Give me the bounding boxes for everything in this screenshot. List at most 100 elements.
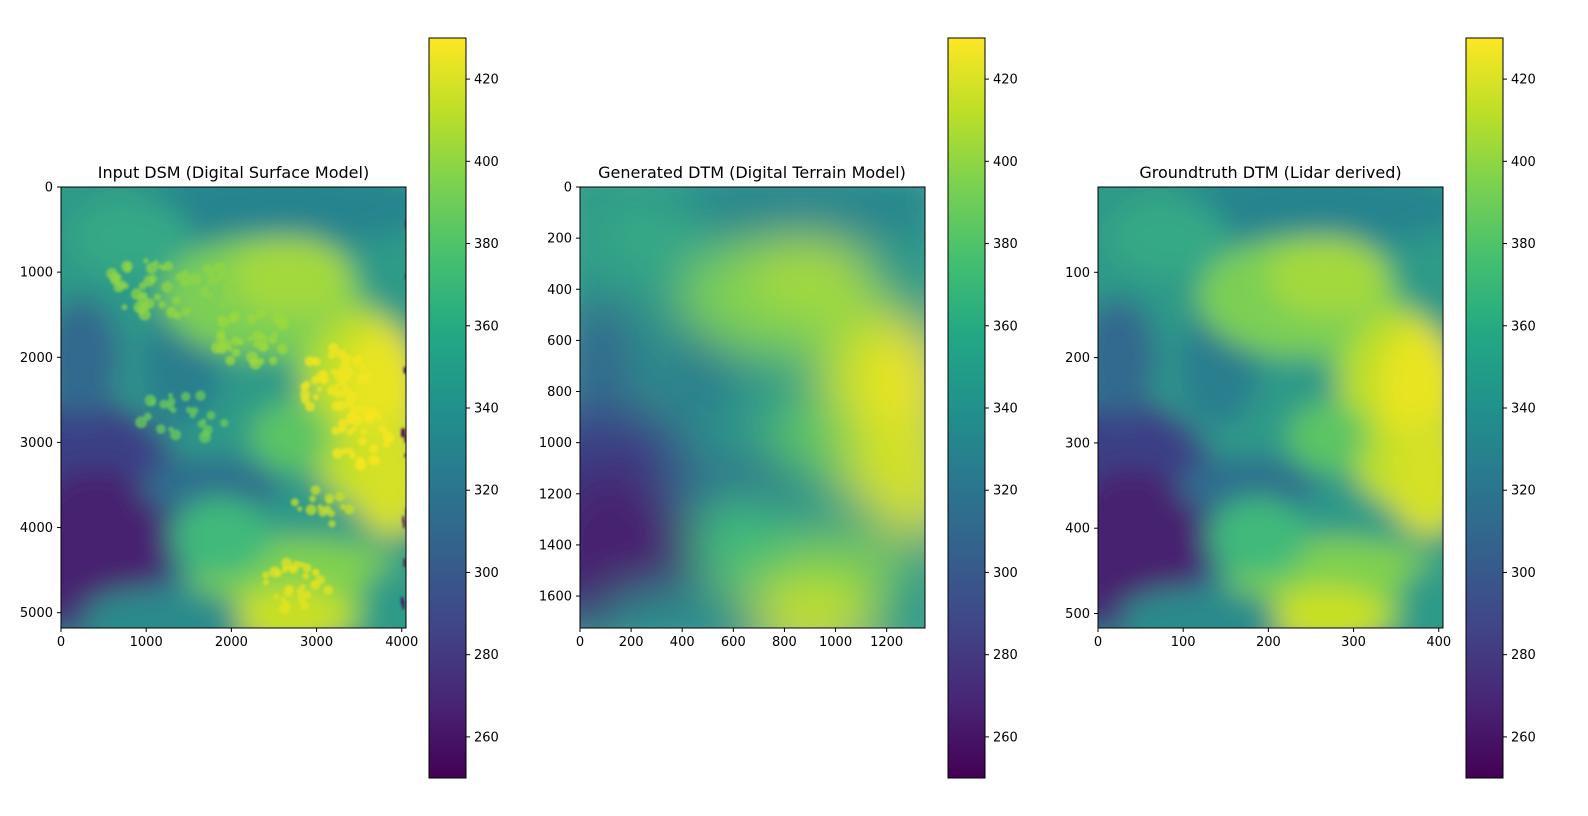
dsm-canopy-spot [273, 569, 282, 578]
dsm-canopy-spot [330, 368, 337, 375]
panel-1-y-tick-label: 4000 [20, 521, 53, 536]
dsm-canopy-spot [268, 335, 277, 345]
panel-3-colorbar-tick-label: 300 [1511, 566, 1536, 581]
dsm-canopy-spot [262, 579, 270, 586]
panel-3-colorbar [1465, 37, 1504, 779]
dsm-canopy-spot [341, 447, 349, 455]
dsm-canopy-spot [219, 339, 232, 351]
dsm-canopy-spot [268, 356, 278, 365]
panel-generated-dtm: Generated DTM (Digital Terrain Model) 0 2… [539, 37, 1018, 779]
dsm-canopy-spot [213, 262, 226, 275]
dsm-canopy-spot [219, 302, 226, 309]
dsm-canopy-spot [369, 444, 379, 454]
dsm-canopy-spot [191, 406, 199, 415]
dsm-canopy-spot [158, 300, 167, 309]
panel-1-title: Input DSM (Digital Surface Model) [98, 163, 369, 182]
panel-groundtruth-dtm: Groundtruth DTM (Lidar derived) 0 100 200 3… [1065, 37, 1536, 779]
panel-2-x-tick-label: 200 [619, 635, 644, 650]
panel-2-y-tick-label: 200 [547, 232, 572, 247]
dsm-canopy-spot [339, 391, 346, 397]
dsm-canopy-spot [378, 424, 386, 433]
dsm-canopy-spot [166, 307, 178, 319]
panel-1-colorbar-tick-label: 360 [474, 319, 499, 334]
dsm-canopy-spot [273, 593, 280, 600]
panel-2-y-tick-label: 1200 [539, 487, 572, 502]
panel-3-colorbar-tick-label: 320 [1511, 484, 1536, 499]
panel-3-x-tick-label: 200 [1256, 635, 1281, 650]
panel-1-colorbar-tick-label: 300 [474, 566, 499, 581]
panel-3-x-tick-label: 100 [1171, 635, 1196, 650]
panel-1-y-tick-label: 2000 [20, 351, 53, 366]
dsm-canopy-spot [143, 258, 149, 264]
dsm-canopy-spot [337, 368, 344, 375]
dsm-canopy-spot [203, 285, 209, 291]
panel-2-colorbar [947, 37, 986, 779]
dsm-canopy-spot [249, 357, 262, 370]
dsm-canopy-spot [299, 561, 305, 568]
dsm-canopy-spot [213, 276, 220, 284]
dsm-nodata-speck [402, 600, 405, 610]
dsm-canopy-spot [256, 309, 266, 319]
dsm-canopy-spot [276, 343, 288, 355]
panel-2-title: Generated DTM (Digital Terrain Model) [598, 163, 906, 182]
panel-2-y-tick-label: 600 [547, 334, 572, 349]
panel-2-colorbar-tick-label: 320 [993, 484, 1018, 499]
dsm-canopy-spot [310, 375, 320, 385]
dsm-canopy-spot [224, 290, 235, 301]
panel-3-colorbar-tick-label: 360 [1511, 319, 1536, 334]
dsm-canopy-spot [281, 566, 289, 574]
panel-1-colorbar-tick-label: 420 [474, 73, 499, 88]
panel-2-x-tick-label: 1200 [870, 635, 903, 650]
dsm-canopy-spot [327, 351, 336, 360]
panel-2-y-tick-label: 1400 [539, 538, 572, 553]
dsm-canopy-spot [318, 370, 328, 380]
dsm-nodata-speck [403, 366, 406, 374]
dsm-canopy-spot [281, 557, 293, 569]
dsm-canopy-spot [195, 390, 206, 401]
dsm-canopy-spot [325, 497, 333, 505]
panel-3-y-tick-label: 100 [1065, 266, 1090, 281]
panel-1-y-tick-label: 0 [45, 181, 53, 196]
dsm-nodata-speck [403, 558, 406, 567]
dsm-canopy-spot [271, 331, 278, 337]
panel-1-colorbar-tick-label: 380 [474, 237, 499, 252]
dsm-canopy-spot [333, 389, 343, 398]
dsm-canopy-spot [360, 428, 368, 435]
dsm-canopy-spot [359, 363, 367, 370]
dsm-nodata-speck [403, 428, 406, 437]
dsm-canopy-spot [232, 348, 241, 357]
panel-3-colorbar-tick-label: 380 [1511, 237, 1536, 252]
dsm-canopy-spot [316, 386, 323, 392]
panel-2-colorbar-ticks: 260 280 300 320 340 360 380 400 420 [985, 73, 1018, 745]
panel-3-colorbar-tick-label: 400 [1511, 155, 1536, 170]
dsm-canopy-spot [331, 426, 341, 436]
dsm-canopy-spot [323, 585, 333, 596]
dsm-canopy-spot [387, 435, 395, 443]
panel-3-title: Groundtruth DTM (Lidar derived) [1139, 163, 1401, 182]
panel-2-x-tick-label: 0 [576, 635, 584, 650]
dsm-canopy-spot [315, 575, 326, 585]
panel-2-colorbar-tick-label: 300 [993, 566, 1018, 581]
dsm-canopy-spot [185, 306, 192, 313]
dsm-nodata-speck [402, 516, 405, 523]
dsm-canopy-spot [351, 414, 363, 426]
dsm-nodata-speck [401, 428, 404, 438]
dsm-canopy-spot [355, 354, 363, 362]
dsm-canopy-spot [258, 332, 266, 341]
dsm-canopy-spot [297, 506, 303, 512]
dsm-canopy-spot [309, 495, 316, 503]
panel-3-axes: 0 100 200 300 400 100 200 300 400 500 [1065, 266, 1451, 650]
dsm-canopy-spot [303, 590, 312, 599]
dsm-canopy-spot [161, 281, 173, 293]
dsm-canopy-spot [331, 401, 341, 411]
dsm-canopy-spot [375, 413, 383, 420]
panel-2-x-tick-label: 600 [721, 635, 746, 650]
panel-2-x-tick-label: 800 [772, 635, 797, 650]
panel-1-colorbar-tick-label: 400 [474, 155, 499, 170]
dsm-canopy-spot [189, 273, 202, 286]
dsm-canopy-spot [332, 448, 343, 459]
dsm-canopy-spot [247, 336, 253, 342]
dsm-canopy-spot [335, 491, 345, 502]
dsm-canopy-spot [355, 456, 365, 465]
